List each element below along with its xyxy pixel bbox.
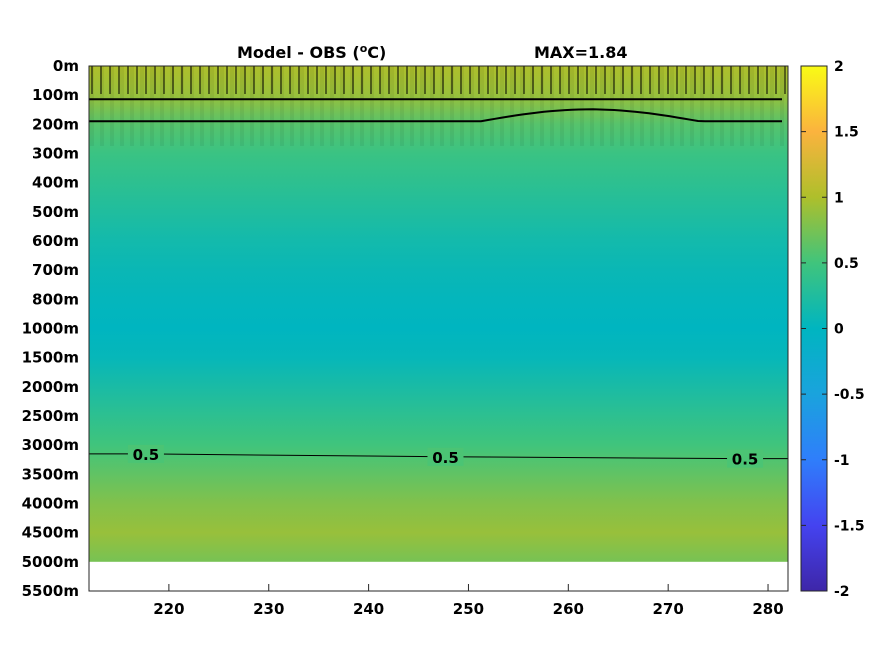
contour-labels: 0.5 0.5 0.5 [127,444,764,469]
y-tick-label: 4000m [22,495,79,513]
heatmap-texture [89,66,788,146]
y-tick-label: 200m [32,115,79,133]
y-tick-label: 3500m [22,465,79,483]
contour-label-bg [727,449,764,468]
colorbar: 2 1.5 1 0.5 0 -0.5 -1 -1.5 -2 [800,59,865,600]
y-tick-label: 400m [32,174,79,192]
y-tick-label: 100m [32,86,79,104]
no-data-region [89,562,788,591]
y-tick-label: 5000m [22,553,79,571]
plot-area: 0.5 0.5 0.5 [88,65,789,592]
contour-label: 0.5 [432,449,459,467]
title: Model - OBS (oC) MAX=1.84 [237,42,628,62]
colorbar-tick-label: 0.5 [834,256,859,272]
y-tick-label: 5500m [22,582,79,600]
colorbar-tick-label: -1.5 [834,518,865,534]
title-right: MAX=1.84 [534,43,628,62]
y-tick-label: 300m [32,145,79,163]
x-tick-label: 260 [553,600,584,618]
colorbar-tick-label: 1 [834,190,844,206]
contour-label: 0.5 [133,446,160,464]
y-tick-label: 1500m [22,349,79,367]
y-axis: 0m 100m 200m 300m 400m 500m 600m 700m 800m 1000m 1… [22,57,79,600]
colorbar-tick-label: -0.5 [834,387,865,403]
surface-contours [89,66,786,123]
contour-label-bg [427,447,464,466]
y-tick-label: 4500m [22,524,79,542]
title-left: Model - OBS (oC) [237,42,386,62]
heatmap-field [89,66,788,562]
colorbar-tick-label: -1 [834,453,850,469]
x-tick-label: 270 [653,600,684,618]
x-axis: 220 230 240 250 260 270 280 [153,584,784,618]
x-tick-label: 230 [253,600,284,618]
y-tick-label: 1000m [22,320,79,338]
y-tick-label: 500m [32,203,79,221]
x-tick-label: 280 [752,600,783,618]
x-tick-label: 220 [153,600,184,618]
colorbar-tick-label: 0 [834,322,844,338]
colorbar-tick-label: 1.5 [834,125,859,141]
y-tick-label: 2500m [22,407,79,425]
y-tick-label: 600m [32,232,79,250]
contour-label: 0.5 [732,451,759,469]
contour-label-bg [127,444,164,463]
x-tick-label: 250 [453,600,484,618]
x-tick-label: 240 [353,600,384,618]
y-tick-label: 2000m [22,378,79,396]
colorbar-ticks: 2 1.5 1 0.5 0 -0.5 -1 -1.5 -2 [801,59,865,600]
colorbar-tick-label: 2 [834,59,844,75]
colorbar-tick-label: -2 [834,584,850,600]
y-tick-label: 3000m [22,436,79,454]
surface-contour-lower [89,108,782,123]
y-tick-label: 700m [32,261,79,279]
y-tick-label: 800m [32,290,79,308]
plot-frame [88,65,789,592]
y-tick-label: 0m [53,57,79,75]
